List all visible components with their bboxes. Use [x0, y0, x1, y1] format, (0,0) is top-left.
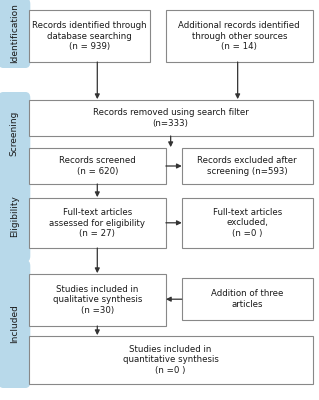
FancyBboxPatch shape [29, 336, 313, 384]
FancyBboxPatch shape [0, 92, 30, 174]
FancyBboxPatch shape [29, 198, 166, 248]
Text: Eligibility: Eligibility [10, 195, 19, 237]
Text: Records identified through
database searching
(n = 939): Records identified through database sear… [32, 21, 147, 51]
FancyBboxPatch shape [0, 260, 30, 388]
Text: Included: Included [10, 304, 19, 344]
FancyBboxPatch shape [182, 198, 313, 248]
FancyBboxPatch shape [29, 274, 166, 326]
FancyBboxPatch shape [182, 278, 313, 320]
Text: Records removed using search filter
(n=333): Records removed using search filter (n=3… [93, 108, 249, 128]
FancyBboxPatch shape [29, 100, 313, 136]
Text: Records excluded after
screening (n=593): Records excluded after screening (n=593) [197, 156, 297, 176]
FancyBboxPatch shape [29, 10, 150, 62]
Text: Records screened
(n = 620): Records screened (n = 620) [59, 156, 136, 176]
FancyBboxPatch shape [182, 148, 313, 184]
Text: Screening: Screening [10, 110, 19, 156]
Text: Studies included in
quantitative synthesis
(n =0 ): Studies included in quantitative synthes… [123, 345, 219, 375]
Text: Full-text articles
excluded,
(n =0 ): Full-text articles excluded, (n =0 ) [212, 208, 282, 238]
Text: Addition of three
articles: Addition of three articles [211, 289, 283, 309]
Text: Full-text articles
assessed for eligibility
(n = 27): Full-text articles assessed for eligibil… [49, 208, 145, 238]
Text: Additional records identified
through other sources
(n = 14): Additional records identified through ot… [178, 21, 300, 51]
FancyBboxPatch shape [166, 10, 313, 62]
FancyBboxPatch shape [0, 170, 30, 262]
FancyBboxPatch shape [29, 148, 166, 184]
Text: Studies included in
qualitative synthesis
(n =30): Studies included in qualitative synthesi… [53, 285, 142, 315]
Text: Identification: Identification [10, 3, 19, 63]
FancyBboxPatch shape [0, 0, 30, 68]
